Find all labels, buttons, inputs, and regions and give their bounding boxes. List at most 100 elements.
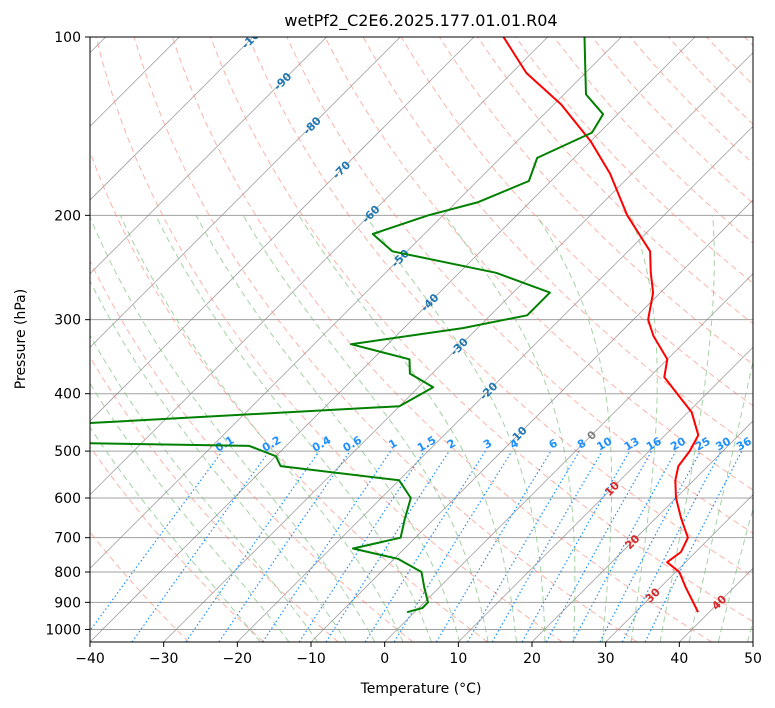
isotherm--50: [90, 37, 622, 569]
x-tick-label: −40: [75, 651, 105, 667]
dry-adiabat-150: [591, 37, 753, 204]
moist-adiabat-20: [364, 215, 546, 642]
dry-adiabat-120: [477, 37, 753, 325]
dry-adiabat-lines: [90, 37, 753, 642]
x-tick-label: −20: [223, 651, 253, 667]
moist-adiabat-28: [536, 215, 613, 642]
moist-adiabat-36: [659, 215, 715, 642]
plot-frame: [89, 36, 754, 643]
mixing-ratio-label: 6: [547, 436, 560, 451]
x-tick-label: 40: [670, 651, 688, 667]
moist-adiabat-8: [195, 215, 461, 642]
mixing-ratio-line: [262, 450, 392, 642]
mixing-ratio-line: [298, 450, 425, 642]
mixing-ratio-line: [131, 450, 270, 642]
moist-adiabat-lines: [90, 215, 753, 642]
isotherm-label: -30: [448, 335, 471, 358]
y-tick-label: 1000: [45, 622, 81, 638]
moist-adiabat-40: [688, 358, 753, 642]
mixing-ratio-lines: [90, 450, 743, 642]
isotherm-label: -80: [301, 114, 324, 137]
dry-adiabat-80: [324, 37, 753, 491]
isotherm-label: 10: [602, 479, 622, 499]
isotherm-20: [531, 420, 753, 642]
dry-adiabat-130: [515, 37, 753, 284]
isotherm-40: [679, 567, 753, 642]
dry-adiabat-50: [210, 37, 753, 623]
isotherm--80: [90, 37, 401, 348]
isotherm-30: [605, 494, 753, 642]
moist-adiabat-16: [298, 215, 517, 642]
isotherm--20: [237, 125, 753, 642]
y-tick-label: 400: [54, 387, 81, 403]
dry-adiabat-60: [248, 37, 753, 578]
y-tick-label: 600: [54, 491, 81, 507]
moist-adiabat-0: [119, 215, 404, 642]
y-tick-label: 200: [54, 208, 81, 224]
moist-adiabat-48: [747, 619, 753, 642]
dry-adiabat-0: [90, 259, 414, 642]
moist-adiabat-4: [155, 215, 432, 642]
moist-adiabat-24: [444, 215, 576, 642]
moist-adiabat-12: [242, 215, 489, 642]
dry-adiabat-180: [706, 37, 753, 86]
mixing-ratio-label: 36: [734, 434, 754, 453]
mixing-ratio-line: [393, 450, 513, 642]
dry-adiabat--10: [90, 356, 339, 642]
mixing-ratio-line: [185, 450, 320, 642]
mixing-ratio-line: [435, 450, 552, 642]
dry-adiabat-70: [286, 37, 753, 534]
chart-title: wetPf2_C2E6.2025.177.01.01.R04: [284, 11, 557, 31]
x-tick-label: 10: [449, 651, 467, 667]
x-tick-label: 0: [380, 651, 389, 667]
isotherm--100: [90, 37, 254, 201]
mixing-ratio-line: [325, 450, 450, 642]
isotherm-10: [458, 346, 753, 642]
isotherm--70: [90, 37, 475, 422]
x-tick-label: 20: [523, 651, 541, 667]
y-axis: 100 200 300 400 500 600 700 800 900 1000: [45, 30, 90, 638]
isotherm--90: [90, 37, 327, 275]
x-tick-label: −10: [296, 651, 326, 667]
mixing-ratio-line: [572, 450, 677, 642]
x-axis: −40 −30 −20 −10 0 10 20 30 40 50: [75, 642, 762, 667]
isotherm--30: [163, 52, 753, 642]
mixing-ratio-label: 3: [481, 437, 494, 452]
dry-adiabat-40: [171, 37, 712, 642]
moist-adiabat--20: [90, 426, 261, 642]
isotherm--60: [90, 37, 548, 496]
dewpoint-profile-line: [90, 37, 605, 614]
isotherm-lines: [90, 37, 753, 642]
isotherm-label: -60: [359, 202, 382, 225]
moist-adiabat--16: [90, 382, 290, 642]
moist-adiabat-32: [630, 215, 658, 642]
temperature-profile-line: [502, 37, 700, 613]
x-tick-label: −30: [149, 651, 179, 667]
y-tick-label: 500: [54, 444, 81, 460]
moist-adiabat-44: [717, 506, 753, 642]
y-tick-label: 300: [54, 313, 81, 329]
mixing-ratio-line: [90, 450, 223, 632]
y-tick-label: 100: [54, 30, 81, 46]
y-tick-label: 700: [54, 531, 81, 547]
mixing-ratio-line: [545, 450, 653, 642]
mixing-ratio-line: [218, 450, 351, 642]
isotherm-label: -40: [418, 291, 441, 314]
isotherm--40: [90, 37, 696, 642]
isotherm-label: 20: [623, 532, 643, 552]
dry-adiabat-170: [668, 37, 753, 125]
moist-adiabat--4: [90, 215, 376, 642]
y-tick-label: 900: [54, 595, 81, 611]
dry-adiabat-190: [744, 37, 753, 47]
dry-adiabat--20: [90, 445, 264, 642]
isotherm-label: -90: [271, 70, 294, 93]
isotherm-label: -20: [477, 379, 500, 402]
dry-adiabat-10: [90, 150, 488, 642]
moist-adiabat--12: [90, 334, 319, 642]
isotherm-label: -70: [330, 158, 353, 181]
x-tick-label: 30: [597, 651, 615, 667]
mixing-ratio-line: [521, 450, 631, 642]
moist-adiabat--8: [90, 279, 347, 642]
